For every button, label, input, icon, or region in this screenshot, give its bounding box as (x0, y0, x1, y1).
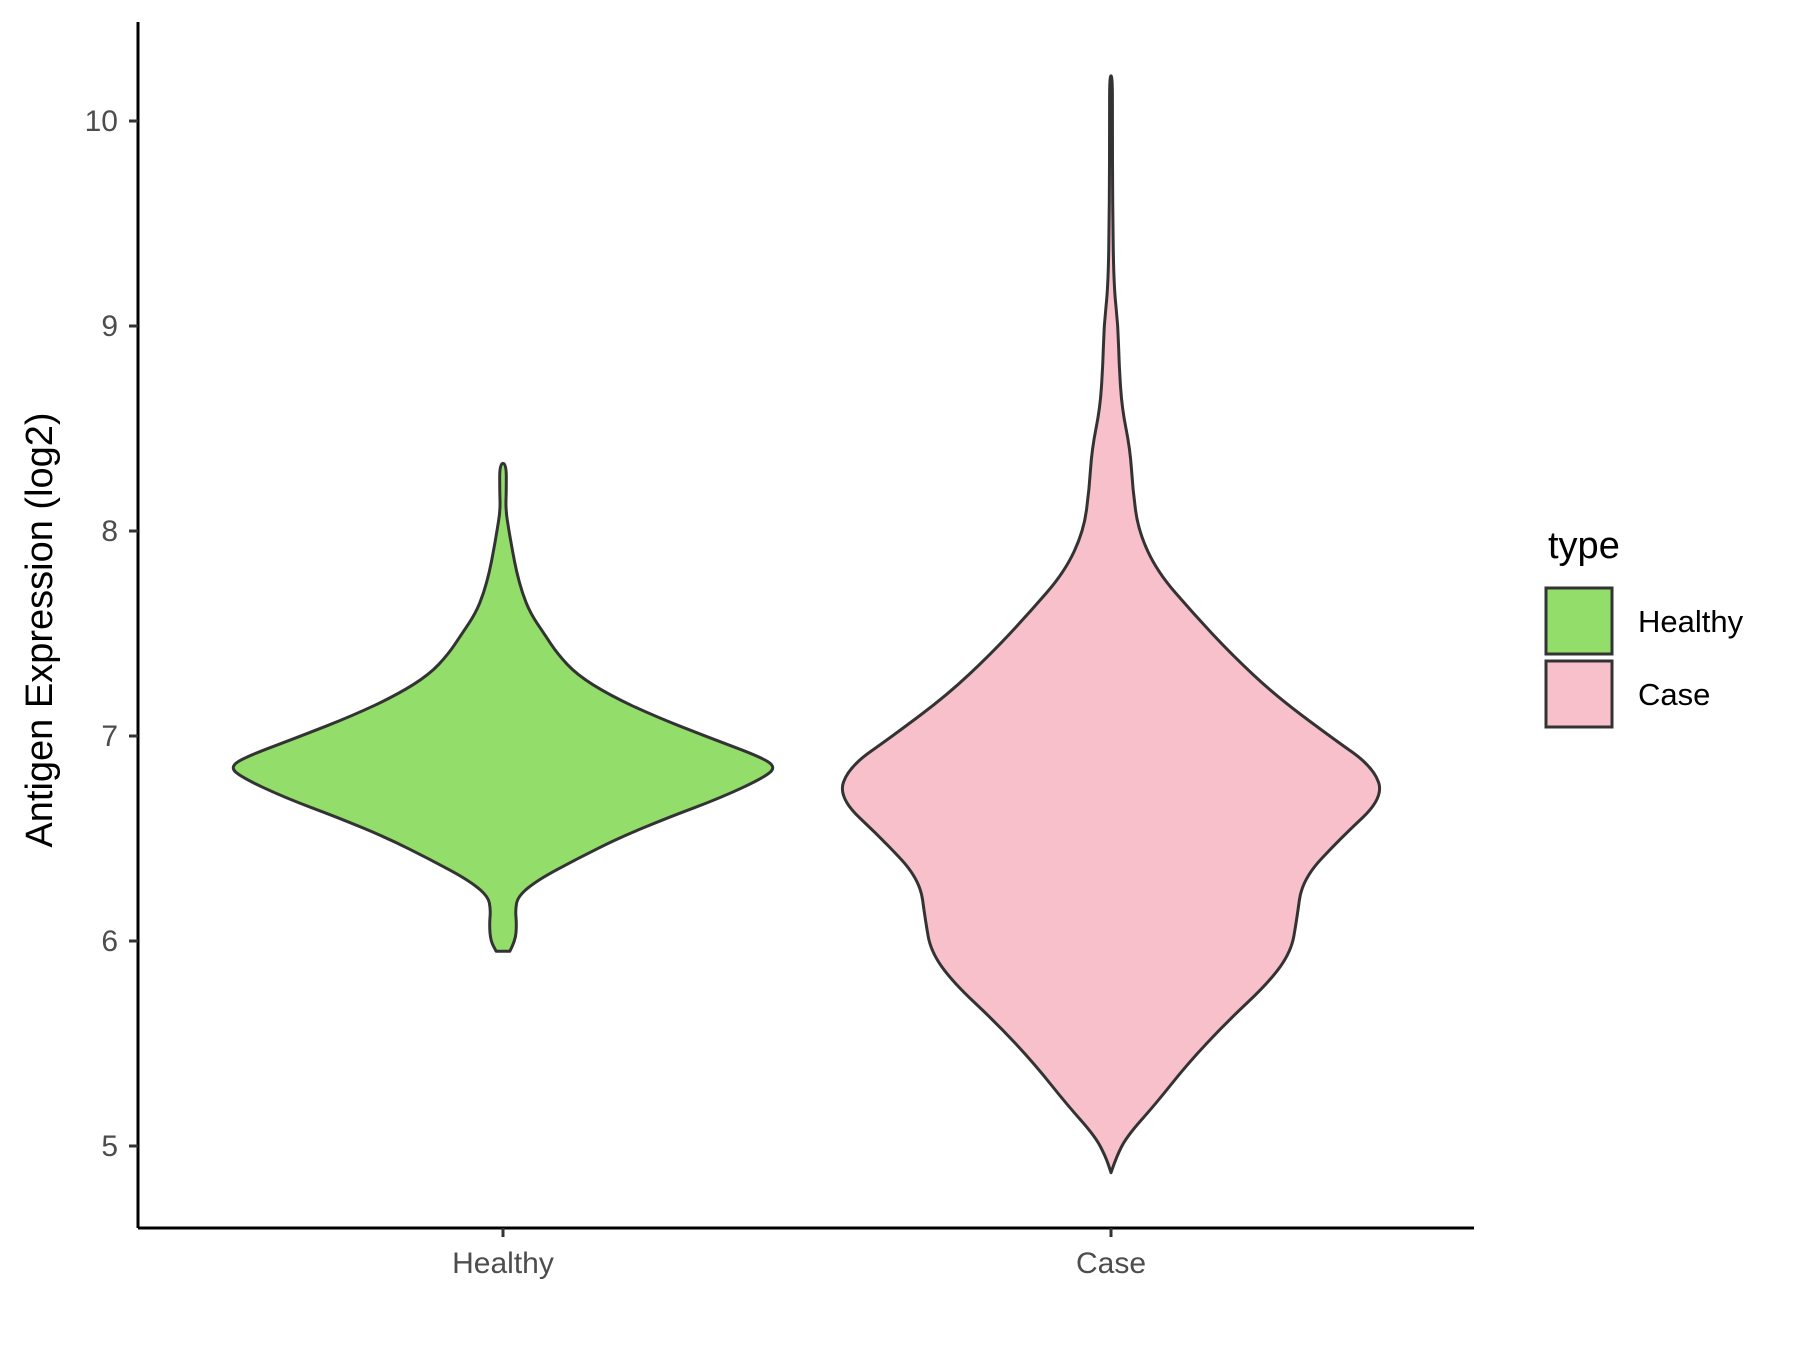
violins-group (231, 74, 1382, 1175)
x-tick-label: Case (1076, 1247, 1146, 1280)
y-axis-title: Antigen Expression (log2) (19, 412, 61, 847)
y-tick-label: 8 (101, 515, 118, 548)
legend: type Healthy Case (1544, 525, 1744, 729)
x-axis: Healthy Case (138, 1226, 1474, 1280)
y-tick-label: 10 (85, 105, 118, 138)
violin-healthy (231, 461, 775, 953)
y-tick-label: 9 (101, 310, 118, 343)
legend-title: type (1548, 525, 1620, 567)
y-tick-label: 5 (101, 1130, 118, 1163)
y-tick-label: 7 (101, 720, 118, 753)
legend-label-case: Case (1638, 677, 1710, 712)
legend-key-healthy (1544, 586, 1614, 656)
legend-label-healthy: Healthy (1638, 604, 1744, 639)
legend-key-case (1544, 659, 1614, 729)
x-tick-label: Healthy (452, 1247, 554, 1280)
y-tick-label: 6 (101, 925, 118, 958)
violin-case (840, 74, 1382, 1175)
y-axis: 5 6 7 8 9 10 (85, 22, 140, 1228)
